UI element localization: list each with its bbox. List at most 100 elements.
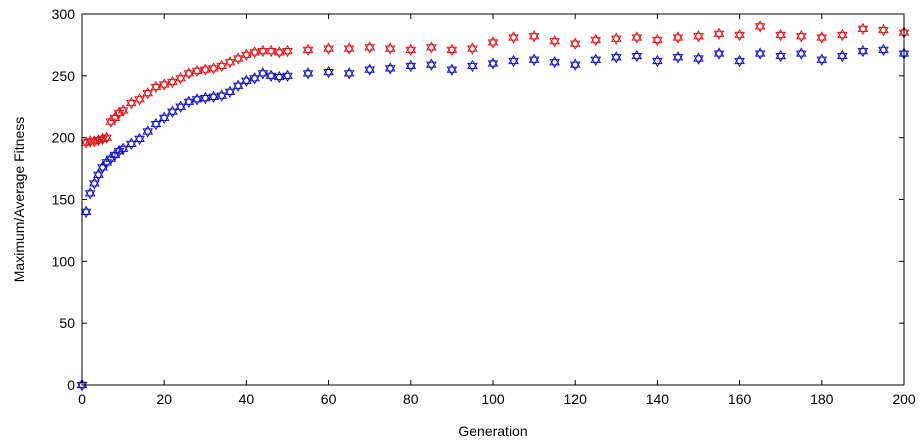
data-point bbox=[446, 43, 458, 57]
data-point bbox=[150, 80, 162, 94]
data-point bbox=[405, 59, 417, 73]
data-point bbox=[142, 125, 154, 138]
data-point bbox=[795, 47, 807, 60]
data-point bbox=[672, 51, 684, 64]
data-point bbox=[175, 100, 187, 113]
data-point bbox=[549, 56, 561, 69]
y-tick-label: 250 bbox=[52, 68, 76, 84]
data-point bbox=[590, 53, 602, 66]
data-point bbox=[549, 35, 561, 48]
data-point bbox=[652, 33, 663, 47]
data-point bbox=[232, 79, 244, 92]
data-point bbox=[754, 20, 766, 33]
data-point bbox=[241, 74, 252, 87]
data-point bbox=[88, 177, 100, 190]
data-point bbox=[775, 49, 787, 63]
data-point bbox=[199, 91, 211, 105]
data-point bbox=[273, 70, 285, 84]
data-point bbox=[713, 47, 725, 60]
data-point bbox=[208, 90, 219, 104]
data-point bbox=[343, 67, 355, 80]
data-point bbox=[199, 63, 211, 76]
data-point bbox=[610, 32, 622, 45]
data-point bbox=[158, 111, 170, 125]
data-point bbox=[425, 58, 437, 71]
data-point bbox=[302, 67, 314, 80]
x-tick-label: 160 bbox=[728, 391, 752, 407]
data-point bbox=[878, 23, 889, 37]
data-point bbox=[158, 78, 170, 91]
data-point bbox=[183, 95, 195, 109]
data-point bbox=[467, 42, 478, 55]
series-1 bbox=[76, 20, 910, 392]
data-point bbox=[191, 64, 203, 78]
data-point bbox=[150, 117, 162, 131]
data-point bbox=[425, 41, 437, 54]
data-point bbox=[323, 65, 334, 79]
data-point bbox=[878, 43, 889, 57]
data-point bbox=[795, 30, 807, 43]
data-point bbox=[265, 44, 277, 58]
data-point bbox=[652, 54, 663, 68]
data-point bbox=[117, 104, 129, 117]
data-point bbox=[175, 72, 187, 85]
data-point bbox=[405, 43, 417, 57]
data-point bbox=[631, 31, 643, 44]
data-point bbox=[775, 28, 787, 42]
x-tick-label: 140 bbox=[646, 391, 670, 407]
data-point bbox=[836, 49, 848, 63]
data-point bbox=[183, 67, 195, 80]
data-point bbox=[134, 93, 145, 106]
data-point bbox=[80, 205, 92, 219]
data-point bbox=[167, 105, 178, 118]
data-point bbox=[232, 52, 244, 65]
x-tick-label: 60 bbox=[321, 391, 337, 407]
y-axis-label: Maximum/Average Fitness bbox=[11, 117, 27, 282]
x-tick-label: 200 bbox=[892, 391, 916, 407]
data-point bbox=[713, 27, 725, 40]
data-point bbox=[487, 36, 499, 49]
x-tick-label: 0 bbox=[78, 391, 86, 407]
data-point bbox=[487, 57, 499, 70]
data-point bbox=[142, 86, 154, 100]
y-tick-label: 100 bbox=[52, 253, 76, 269]
data-point bbox=[754, 47, 766, 60]
x-tick-label: 100 bbox=[481, 391, 505, 407]
data-point bbox=[273, 46, 285, 59]
data-point bbox=[249, 46, 260, 59]
data-point bbox=[257, 44, 269, 58]
data-point bbox=[672, 31, 684, 44]
data-point bbox=[857, 22, 869, 36]
x-tick-label: 180 bbox=[810, 391, 834, 407]
data-point bbox=[134, 132, 145, 146]
y-tick-label: 0 bbox=[67, 377, 75, 393]
data-point bbox=[384, 42, 396, 55]
series-layer bbox=[76, 20, 910, 392]
data-point bbox=[446, 63, 458, 76]
data-point bbox=[323, 42, 334, 55]
data-point bbox=[734, 54, 745, 68]
x-tick-label: 120 bbox=[564, 391, 588, 407]
data-point bbox=[610, 51, 622, 64]
data-point bbox=[693, 52, 704, 65]
data-point bbox=[282, 69, 293, 83]
series-2 bbox=[76, 43, 910, 392]
data-point bbox=[125, 137, 137, 151]
y-tick-label: 50 bbox=[59, 315, 75, 331]
data-point bbox=[216, 59, 228, 73]
data-point bbox=[508, 31, 519, 44]
data-point bbox=[191, 93, 203, 106]
data-point bbox=[224, 85, 236, 99]
data-point bbox=[816, 31, 828, 44]
data-point bbox=[569, 58, 581, 71]
data-point bbox=[216, 89, 228, 102]
data-point bbox=[836, 28, 848, 42]
data-point bbox=[631, 49, 643, 63]
data-point bbox=[257, 67, 269, 80]
data-point bbox=[590, 33, 602, 47]
data-point bbox=[734, 28, 745, 42]
data-point bbox=[384, 62, 396, 75]
x-tick-label: 20 bbox=[156, 391, 172, 407]
data-point bbox=[84, 187, 96, 200]
data-point bbox=[265, 69, 277, 83]
